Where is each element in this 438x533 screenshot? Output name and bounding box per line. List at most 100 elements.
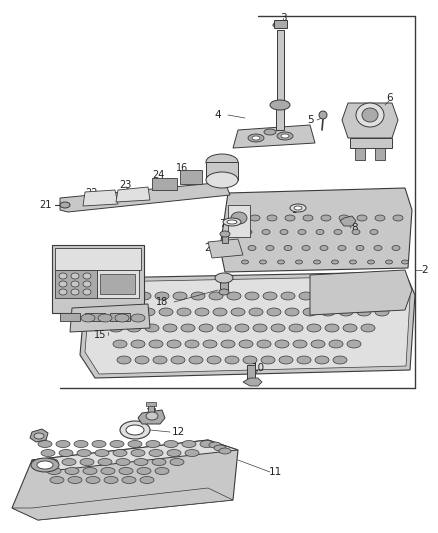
Text: 21: 21 <box>39 200 52 210</box>
Bar <box>355 148 365 160</box>
Ellipse shape <box>126 425 144 435</box>
Ellipse shape <box>47 467 61 474</box>
Text: 4: 4 <box>215 110 221 120</box>
Ellipse shape <box>215 273 233 283</box>
Ellipse shape <box>146 412 158 420</box>
Bar <box>375 148 385 160</box>
Ellipse shape <box>280 230 288 235</box>
Ellipse shape <box>31 458 59 472</box>
Text: 19: 19 <box>222 155 234 165</box>
Ellipse shape <box>338 246 346 251</box>
Text: 20: 20 <box>204 243 216 253</box>
Ellipse shape <box>115 314 129 322</box>
Ellipse shape <box>293 340 307 348</box>
Ellipse shape <box>271 324 285 332</box>
Ellipse shape <box>185 340 199 348</box>
Ellipse shape <box>231 212 247 224</box>
Polygon shape <box>208 239 243 258</box>
Polygon shape <box>83 190 118 206</box>
Ellipse shape <box>71 281 79 287</box>
Text: 9: 9 <box>292 205 298 215</box>
Ellipse shape <box>59 281 67 287</box>
Text: 8: 8 <box>352 223 358 233</box>
Ellipse shape <box>149 449 163 456</box>
Ellipse shape <box>250 215 260 221</box>
Ellipse shape <box>227 292 241 300</box>
Bar <box>350 138 392 148</box>
Ellipse shape <box>135 356 149 364</box>
Ellipse shape <box>81 314 95 322</box>
Ellipse shape <box>374 246 382 251</box>
Polygon shape <box>220 188 412 272</box>
Text: 15: 15 <box>94 330 106 340</box>
Ellipse shape <box>267 215 277 221</box>
Text: 10: 10 <box>251 363 265 373</box>
Ellipse shape <box>333 356 347 364</box>
Ellipse shape <box>167 449 181 456</box>
Ellipse shape <box>264 129 276 135</box>
Ellipse shape <box>266 246 274 251</box>
Ellipse shape <box>101 467 115 474</box>
Polygon shape <box>342 103 398 138</box>
Ellipse shape <box>44 458 58 465</box>
Ellipse shape <box>209 442 221 448</box>
Text: 6: 6 <box>387 93 393 103</box>
Bar <box>228 205 250 237</box>
Ellipse shape <box>375 215 385 221</box>
Bar <box>100 274 135 294</box>
Ellipse shape <box>320 246 328 251</box>
Bar <box>247 365 255 383</box>
Ellipse shape <box>92 440 106 448</box>
Ellipse shape <box>350 260 357 264</box>
Bar <box>276 105 284 130</box>
Text: 23: 23 <box>119 180 131 190</box>
Ellipse shape <box>113 449 127 456</box>
Ellipse shape <box>303 215 313 221</box>
Ellipse shape <box>220 231 230 237</box>
Ellipse shape <box>146 440 160 448</box>
Bar <box>146 402 156 406</box>
Ellipse shape <box>241 260 248 264</box>
Ellipse shape <box>284 246 292 251</box>
Ellipse shape <box>117 356 131 364</box>
Ellipse shape <box>315 356 329 364</box>
Bar <box>220 278 228 292</box>
Ellipse shape <box>62 458 76 465</box>
Ellipse shape <box>34 433 44 439</box>
Polygon shape <box>30 429 48 442</box>
Ellipse shape <box>56 440 70 448</box>
Ellipse shape <box>206 172 238 188</box>
Polygon shape <box>70 304 150 332</box>
Ellipse shape <box>134 458 148 465</box>
Text: 3: 3 <box>280 13 286 23</box>
Ellipse shape <box>296 260 303 264</box>
Ellipse shape <box>140 477 154 483</box>
Ellipse shape <box>393 215 403 221</box>
Bar <box>148 405 154 412</box>
Ellipse shape <box>325 324 339 332</box>
Ellipse shape <box>95 449 109 456</box>
Ellipse shape <box>59 273 67 279</box>
Ellipse shape <box>356 103 384 127</box>
Ellipse shape <box>347 340 361 348</box>
Ellipse shape <box>59 289 67 295</box>
Ellipse shape <box>270 100 290 110</box>
Polygon shape <box>12 488 233 520</box>
Ellipse shape <box>302 246 310 251</box>
Ellipse shape <box>173 292 187 300</box>
Ellipse shape <box>317 292 331 300</box>
Polygon shape <box>243 378 262 386</box>
Text: 5: 5 <box>307 115 313 125</box>
Ellipse shape <box>214 445 226 451</box>
Ellipse shape <box>225 356 239 364</box>
Ellipse shape <box>206 154 238 170</box>
Ellipse shape <box>155 467 169 474</box>
Ellipse shape <box>182 440 196 448</box>
Ellipse shape <box>353 292 367 300</box>
Ellipse shape <box>273 22 287 28</box>
Ellipse shape <box>141 308 155 316</box>
Polygon shape <box>340 216 356 226</box>
Ellipse shape <box>213 308 227 316</box>
Ellipse shape <box>367 260 374 264</box>
Ellipse shape <box>252 136 260 140</box>
